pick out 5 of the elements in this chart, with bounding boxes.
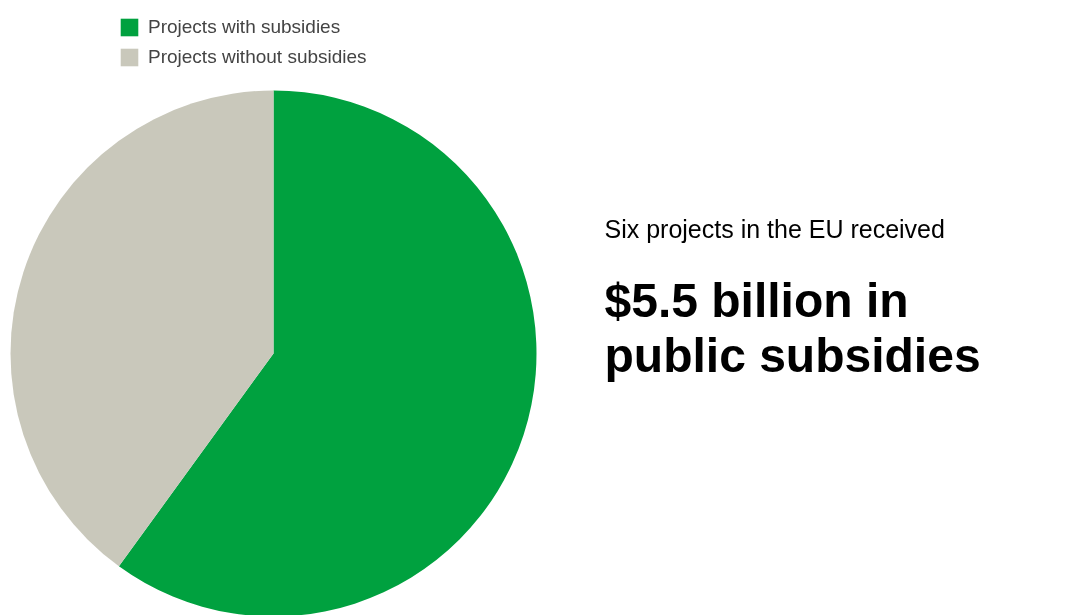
legend-label: Projects without subsidies bbox=[148, 46, 367, 68]
text: $5.5 billion in bbox=[604, 274, 909, 327]
legend-label: Projects with subsidies bbox=[148, 16, 341, 38]
text: Six projects in the EU received bbox=[604, 214, 945, 243]
text: public subsidies bbox=[604, 329, 981, 382]
